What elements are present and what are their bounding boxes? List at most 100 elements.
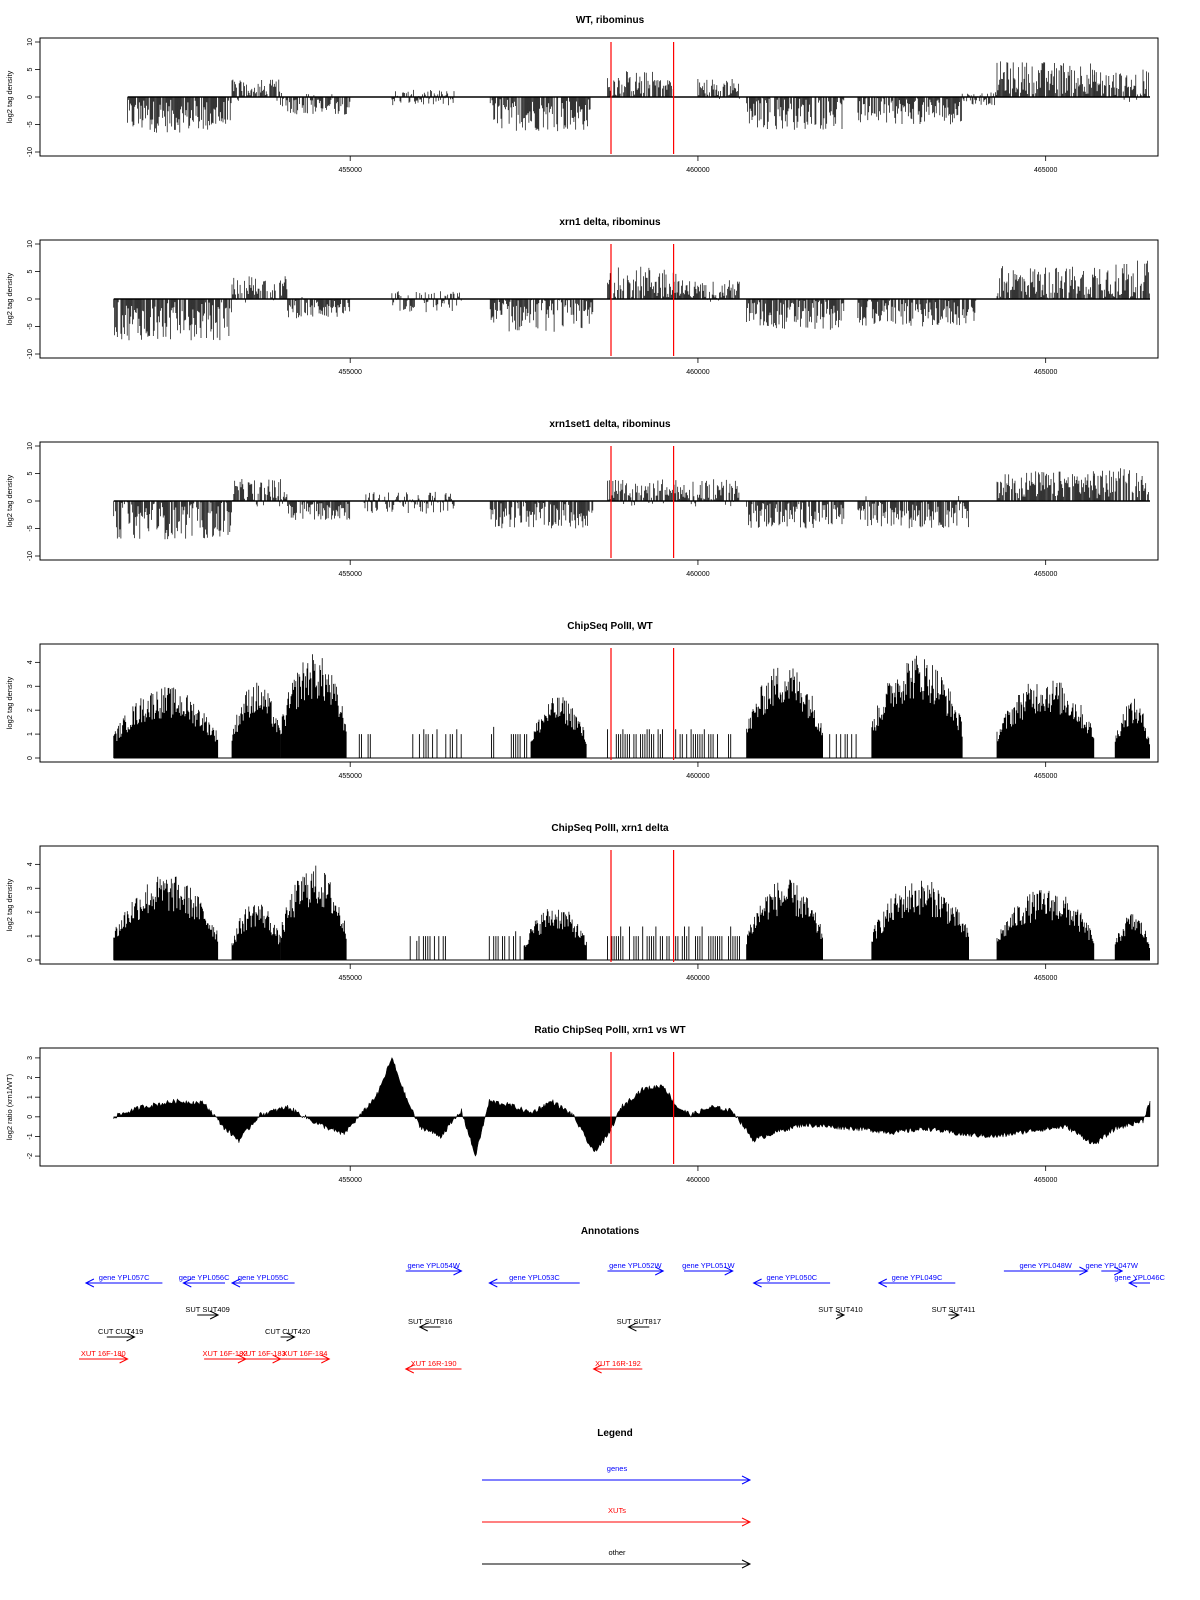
y-tick-label: -1 <box>27 1133 34 1139</box>
signal-bars <box>857 97 962 125</box>
signal-bars <box>961 92 997 106</box>
feature-arrow <box>280 1354 331 1364</box>
feature-label: gene YPL049C <box>892 1273 943 1282</box>
series <box>113 260 1150 341</box>
signal-bars <box>607 926 740 960</box>
y-tick-label: -5 <box>27 323 34 329</box>
feature-label: XUT 16F-182 <box>203 1349 248 1358</box>
feature-arrow <box>280 1332 296 1342</box>
panel-2: xrn1 delta, ribominus log2 tag density -10… <box>5 217 1159 376</box>
signal-bars <box>996 61 1095 97</box>
feature: gene YPL053C <box>488 1273 580 1288</box>
signal-bars <box>857 299 977 327</box>
y-axis-label: log2 ratio (xrn1/WT) <box>5 1073 14 1140</box>
legend-label: XUTs <box>608 1506 626 1515</box>
signal-bars <box>489 97 591 132</box>
signal-bars <box>113 687 219 758</box>
signal-bars <box>127 97 232 133</box>
ratio-area <box>113 1056 1151 1157</box>
signal-bars <box>280 865 347 960</box>
x-tick-label: 465000 <box>1034 975 1057 982</box>
signal-bars <box>746 299 845 330</box>
feature: XUT 16R-190 <box>404 1359 462 1374</box>
feature: gene YPL054W <box>405 1261 463 1276</box>
y-tick-label: 0 <box>27 958 34 962</box>
signal-bars <box>280 93 351 115</box>
series <box>113 468 1150 540</box>
series <box>113 865 1150 961</box>
feature: XUT 16F-184 <box>280 1349 331 1364</box>
feature: gene YPL057C <box>84 1273 163 1288</box>
legend-item: XUTs <box>482 1506 752 1527</box>
legend-item: genes <box>482 1464 752 1485</box>
feature: gene YPL046C <box>1114 1273 1166 1288</box>
feature-label: gene YPL046C <box>1114 1273 1165 1282</box>
signal-bars <box>746 97 845 130</box>
feature: gene YPL049C <box>877 1273 956 1288</box>
signal-bars <box>746 879 823 960</box>
x-tick-label: 460000 <box>686 1177 709 1184</box>
y-tick-label: 1 <box>27 934 34 938</box>
feature-arrow <box>404 1364 462 1374</box>
feature-label: CUT CUT420 <box>265 1327 310 1336</box>
feature-arrow <box>197 1310 220 1320</box>
feature-label: gene YPL050C <box>766 1273 817 1282</box>
legend-arrow <box>482 1517 752 1527</box>
legend-title: Legend <box>597 1428 633 1439</box>
feature: SUT SUT817 <box>617 1317 661 1332</box>
signal-bars <box>857 496 969 529</box>
y-tick-label: 0 <box>27 756 34 760</box>
y-tick-label: -5 <box>27 121 34 127</box>
x-tick-label: 460000 <box>686 167 709 174</box>
panel-title: xrn1 delta, ribominus <box>559 217 661 228</box>
signal-bars <box>231 79 281 101</box>
y-tick-label: 5 <box>27 269 34 273</box>
feature-label: XUT 16R-192 <box>595 1359 641 1368</box>
feature-arrow <box>752 1278 831 1288</box>
series <box>127 61 1150 133</box>
panel-5: ChipSeq PolII, xrn1 delta log2 tag densit… <box>5 823 1159 982</box>
feature-label: SUT SUT409 <box>185 1305 229 1314</box>
feature-label: gene YPL047W <box>1086 1261 1139 1270</box>
panel-title: ChipSeq PolII, xrn1 delta <box>551 823 669 834</box>
feature-arrow <box>79 1354 129 1364</box>
signal-bars <box>1094 69 1150 102</box>
feature-arrow <box>607 1266 665 1276</box>
signal-bars <box>697 79 740 99</box>
signal-bars <box>746 501 845 529</box>
annotations-title: Annotations <box>581 1226 640 1237</box>
signal-bars <box>996 680 1095 758</box>
legend-label: genes <box>607 1464 628 1473</box>
x-tick-label: 455000 <box>339 369 362 376</box>
feature-label: gene YPL056C <box>179 1273 230 1282</box>
signal-bars <box>232 479 288 507</box>
signal-bars <box>829 734 857 758</box>
signal-bars <box>489 501 594 529</box>
panel-3: xrn1set1 delta, ribominus log2 tag densit… <box>5 419 1159 578</box>
x-tick-label: 455000 <box>339 1177 362 1184</box>
feature-arrow <box>1003 1266 1089 1276</box>
panel-title: xrn1set1 delta, ribominus <box>549 419 671 430</box>
feature-label: gene YPL048W <box>1019 1261 1072 1270</box>
signal-bars <box>412 729 462 758</box>
signal-bars <box>409 936 446 960</box>
feature-label: XUT 16F-183 <box>241 1349 286 1358</box>
feature-label: gene YPL055C <box>238 1273 289 1282</box>
y-tick-label: 2 <box>27 910 34 914</box>
feature: SUT SUT409 <box>185 1305 230 1320</box>
signal-bars <box>871 880 969 960</box>
feature-label: XUT 16F-180 <box>81 1349 126 1358</box>
legend-arrow <box>482 1559 752 1569</box>
legend-arrow <box>482 1475 752 1485</box>
y-tick-label: 10 <box>27 240 34 248</box>
y-axis-label: log2 tag density <box>5 70 14 123</box>
x-tick-label: 465000 <box>1034 369 1057 376</box>
x-tick-label: 455000 <box>339 571 362 578</box>
y-tick-label: -2 <box>27 1153 34 1159</box>
signal-bars <box>489 299 594 332</box>
feature-arrow <box>418 1322 441 1332</box>
x-tick-label: 455000 <box>339 773 362 780</box>
signal-bars <box>523 909 587 960</box>
signal-bars <box>871 655 963 758</box>
signal-bars <box>287 297 351 319</box>
